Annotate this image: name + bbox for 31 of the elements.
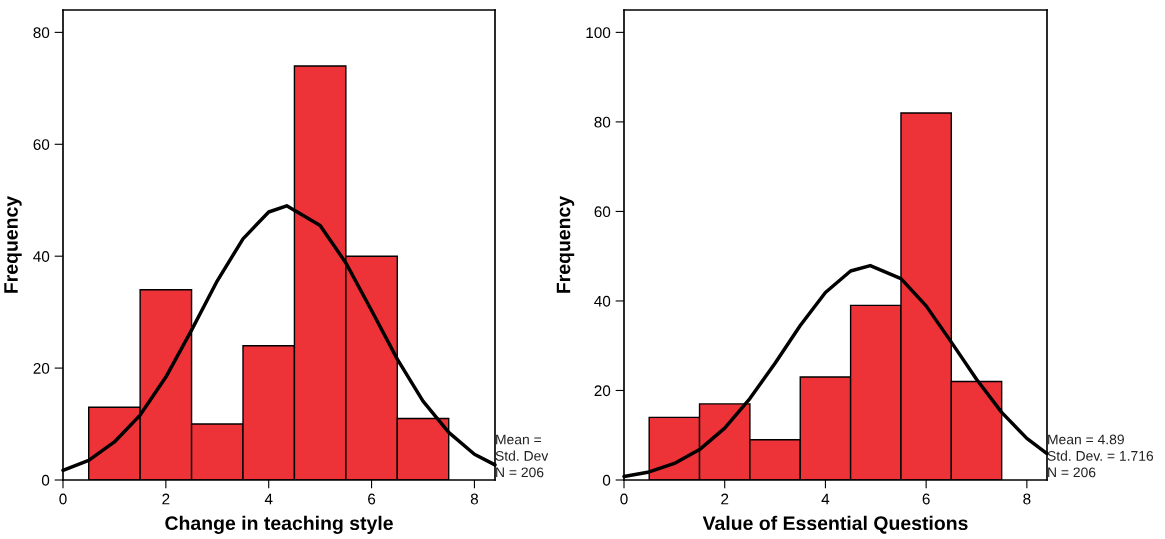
x-tick-label: 0 xyxy=(59,493,67,505)
x-axis-title: Change in teaching style xyxy=(165,515,393,534)
x-tick-label: 0 xyxy=(620,493,628,505)
text: Mean = xyxy=(496,434,542,445)
text: N = 206 xyxy=(1048,467,1096,478)
y-tick-label: 80 xyxy=(594,116,611,128)
y-tick-label: 20 xyxy=(33,362,50,374)
x-tick-label: 2 xyxy=(721,493,729,505)
y-tick-label: 80 xyxy=(33,27,50,39)
x-tick-label: 6 xyxy=(368,493,376,505)
y-tick-label: 100 xyxy=(586,27,611,39)
text: Std. Dev. = 1.716 xyxy=(1047,450,1154,461)
y-axis-title: Frequency xyxy=(556,195,575,293)
x-tick-label: 2 xyxy=(162,493,170,505)
y-tick-label: 0 xyxy=(41,474,50,486)
x-tick-label: 6 xyxy=(922,493,930,505)
y-tick-label: 40 xyxy=(33,251,50,262)
y-tick-label: 60 xyxy=(33,139,50,150)
y-axis-title: Frequency xyxy=(4,195,22,293)
y-tick-label: 60 xyxy=(594,206,611,218)
x-tick-label: 8 xyxy=(470,493,479,505)
y-tick-label: 20 xyxy=(594,385,611,397)
text: Std. Dev xyxy=(495,450,549,461)
text: N = 206 xyxy=(496,467,544,478)
y-tick-label: 0 xyxy=(602,474,611,486)
x-tick-label: 4 xyxy=(821,493,830,505)
text: Mean = 4.89 xyxy=(1048,434,1124,445)
y-tick-label: 40 xyxy=(594,295,611,307)
x-tick-label: 4 xyxy=(264,493,273,505)
x-tick-label: 8 xyxy=(1023,493,1031,505)
x-axis-title: Value of Essential Questions xyxy=(702,515,968,534)
